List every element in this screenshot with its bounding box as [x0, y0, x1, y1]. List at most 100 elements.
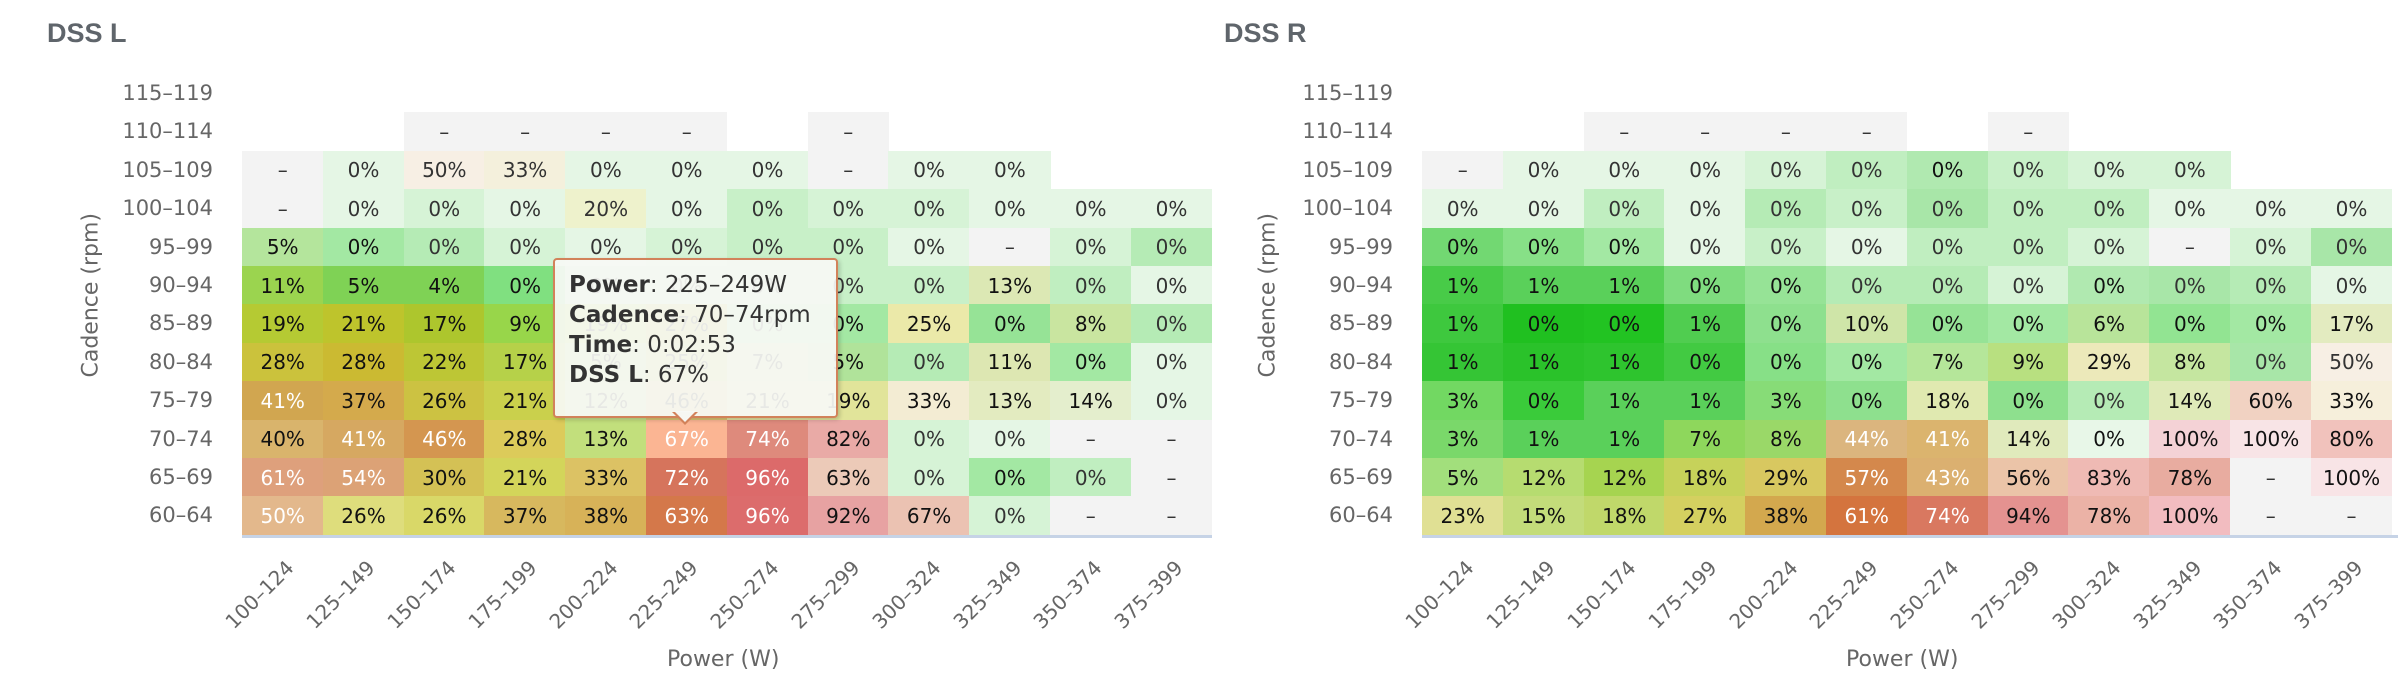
heatmap-cell[interactable]: 50%	[403, 150, 485, 190]
heatmap-cell[interactable]: –	[1583, 112, 1665, 152]
heatmap-cell[interactable]: 1%	[1664, 304, 1746, 344]
heatmap-cell[interactable]: 18%	[1906, 381, 1989, 421]
heatmap-cell[interactable]: 0%	[1906, 189, 1989, 229]
heatmap-cell[interactable]: 18%	[1583, 496, 1665, 536]
heatmap-cell[interactable]: 41%	[1906, 419, 1989, 459]
heatmap-cell[interactable]: 0%	[1826, 227, 1908, 267]
heatmap-cell[interactable]: 28%	[484, 419, 566, 459]
heatmap-cell[interactable]: 17%	[403, 304, 485, 344]
heatmap-cell[interactable]: 0%	[2068, 419, 2150, 459]
heatmap-cell[interactable]: 1%	[1502, 342, 1585, 382]
heatmap-cell[interactable]: –	[565, 112, 647, 152]
heatmap-cell[interactable]: 0%	[807, 227, 889, 267]
heatmap-cell[interactable]: 28%	[322, 342, 405, 382]
heatmap-cell[interactable]: 0%	[322, 227, 405, 267]
heatmap-cell[interactable]: 1%	[1422, 342, 1504, 382]
heatmap-cell[interactable]: 0%	[484, 266, 566, 305]
heatmap-cell[interactable]: 56%	[1987, 458, 2069, 497]
heatmap-cell[interactable]: 0%	[1745, 150, 1827, 190]
heatmap-cell[interactable]: 0%	[969, 419, 1051, 459]
heatmap-cell[interactable]: 14%	[1050, 381, 1132, 421]
heatmap-cell[interactable]: 72%	[646, 458, 728, 497]
heatmap-cell[interactable]: –	[1987, 112, 2069, 152]
heatmap-cell[interactable]: 29%	[2068, 342, 2150, 382]
heatmap-cell[interactable]: 27%	[1664, 496, 1746, 536]
heatmap-cell[interactable]: 7%	[1906, 342, 1989, 382]
heatmap-cell[interactable]: 0%	[2230, 266, 2312, 305]
heatmap-cell[interactable]: 0%	[1826, 266, 1908, 305]
heatmap-cell[interactable]: 0%	[2068, 189, 2150, 229]
heatmap-cell[interactable]: 21%	[484, 458, 566, 497]
heatmap-cell[interactable]: 44%	[1826, 419, 1908, 459]
heatmap-cell[interactable]: 0%	[1050, 266, 1132, 305]
heatmap-cell[interactable]: 50%	[2310, 342, 2393, 382]
heatmap-cell[interactable]: 14%	[2149, 381, 2231, 421]
heatmap-cell[interactable]: 0%	[2068, 150, 2150, 190]
heatmap-cell[interactable]: 0%	[888, 227, 970, 267]
heatmap-cell[interactable]: –	[1826, 112, 1908, 152]
heatmap-cell[interactable]: 33%	[2310, 381, 2393, 421]
heatmap-cell[interactable]: –	[1130, 458, 1213, 497]
heatmap-cell[interactable]: 1%	[1583, 419, 1665, 459]
heatmap-cell[interactable]: 0%	[484, 227, 566, 267]
heatmap-cell[interactable]: 8%	[1745, 419, 1827, 459]
heatmap-cell[interactable]: 0%	[1502, 189, 1585, 229]
heatmap-cell[interactable]: 0%	[646, 189, 728, 229]
heatmap-cell[interactable]: 11%	[969, 342, 1051, 382]
heatmap-cell[interactable]: 15%	[1502, 496, 1585, 536]
heatmap-cell[interactable]: –	[242, 150, 324, 190]
heatmap-cell[interactable]: 25%	[888, 304, 970, 344]
heatmap-cell[interactable]: 82%	[807, 419, 889, 459]
heatmap-cell[interactable]: 5%	[1422, 458, 1504, 497]
heatmap-cell[interactable]: 0%	[969, 189, 1051, 229]
heatmap-cell[interactable]: 0%	[1987, 150, 2069, 190]
heatmap-cell[interactable]: 0%	[1906, 150, 1989, 190]
heatmap-cell[interactable]: 0%	[565, 150, 647, 190]
heatmap-cell[interactable]: 0%	[1130, 381, 1213, 421]
heatmap-cell[interactable]: –	[484, 112, 566, 152]
heatmap-cell[interactable]: 67%	[888, 496, 970, 536]
heatmap-cell[interactable]: 80%	[2310, 419, 2393, 459]
heatmap-cell[interactable]: 0%	[1826, 381, 1908, 421]
heatmap-cell[interactable]: 0%	[1130, 189, 1213, 229]
heatmap-cell[interactable]: 33%	[484, 150, 566, 190]
heatmap-cell[interactable]: 0%	[1583, 304, 1665, 344]
heatmap-cell[interactable]: 0%	[888, 458, 970, 497]
heatmap-cell[interactable]: 19%	[242, 304, 324, 344]
heatmap-cell[interactable]: –	[646, 112, 728, 152]
heatmap-cell[interactable]: 57%	[1826, 458, 1908, 497]
heatmap-cell[interactable]: 74%	[1906, 496, 1989, 536]
heatmap-cell[interactable]: 0%	[2230, 304, 2312, 344]
heatmap-cell[interactable]: –	[2310, 496, 2393, 536]
heatmap-cell[interactable]: 0%	[2230, 227, 2312, 267]
heatmap-cell[interactable]: 0%	[1130, 227, 1213, 267]
heatmap-cell[interactable]: 78%	[2149, 458, 2231, 497]
heatmap-cell[interactable]: 38%	[565, 496, 647, 536]
heatmap-cell[interactable]: 0%	[969, 458, 1051, 497]
heatmap-cell[interactable]: –	[403, 112, 485, 152]
heatmap-cell[interactable]: 10%	[1826, 304, 1908, 344]
heatmap-cell[interactable]: 0%	[726, 150, 809, 190]
heatmap-cell[interactable]: 21%	[322, 304, 405, 344]
heatmap-cell[interactable]: 0%	[403, 189, 485, 229]
heatmap-cell[interactable]: 5%	[322, 266, 405, 305]
heatmap-cell[interactable]: 96%	[726, 496, 809, 536]
heatmap-cell[interactable]: 8%	[1050, 304, 1132, 344]
heatmap-cell[interactable]: 1%	[1583, 381, 1665, 421]
heatmap-cell[interactable]: 60%	[2230, 381, 2312, 421]
heatmap-cell[interactable]: 0%	[726, 189, 809, 229]
heatmap-cell[interactable]: 0%	[2149, 189, 2231, 229]
heatmap-cell[interactable]: –	[2149, 227, 2231, 267]
heatmap-cell[interactable]: 94%	[1987, 496, 2069, 536]
heatmap-cell[interactable]: 0%	[1583, 227, 1665, 267]
heatmap-cell[interactable]: 0%	[1502, 227, 1585, 267]
heatmap-cell[interactable]: 0%	[1906, 304, 1989, 344]
heatmap-cell[interactable]: 0%	[807, 189, 889, 229]
heatmap-cell[interactable]: 0%	[888, 342, 970, 382]
heatmap-cell[interactable]: 100%	[2149, 496, 2231, 536]
heatmap-cell[interactable]: 33%	[565, 458, 647, 497]
heatmap-cell[interactable]: 0%	[1987, 227, 2069, 267]
heatmap-cell[interactable]: 33%	[888, 381, 970, 421]
heatmap-cell[interactable]: 0%	[1664, 342, 1746, 382]
heatmap-cell[interactable]: 9%	[1987, 342, 2069, 382]
